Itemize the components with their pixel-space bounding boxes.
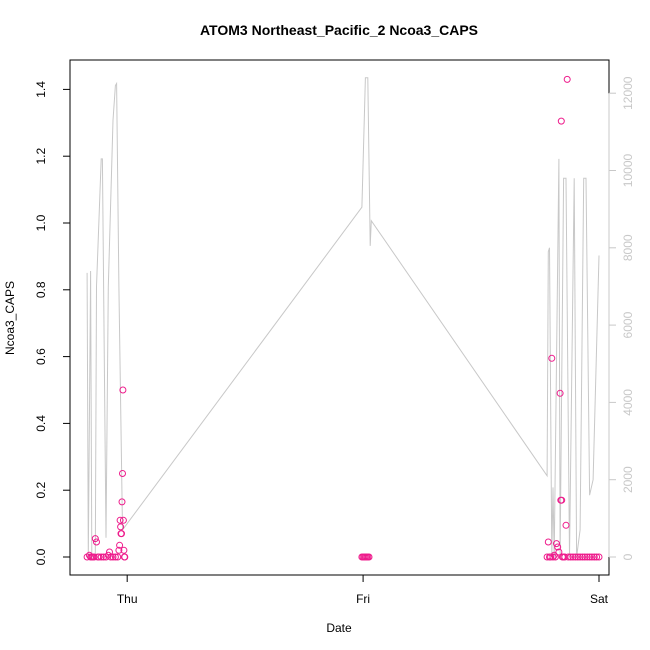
y-tick-label: 0.0 [34, 548, 48, 565]
y-axis-right: 0 2000 4000 6000 8000 10000 12000 [608, 76, 635, 560]
y-right-tick-label: 12000 [621, 76, 635, 110]
y-right-tick-label: 6000 [621, 311, 635, 338]
data-point [107, 553, 115, 561]
data-point [579, 553, 586, 561]
data-point [365, 553, 373, 561]
data-point [588, 553, 596, 561]
data-point [100, 553, 108, 561]
y-tick-label: 0.2 [34, 482, 48, 499]
data-point [593, 553, 601, 561]
data-point [556, 389, 564, 397]
y-axis-label: Ncoa3_CAPS [3, 281, 17, 355]
data-point [576, 553, 584, 561]
data-point [119, 470, 126, 477]
y-tick-label: 0.4 [34, 415, 48, 432]
data-point [574, 553, 582, 561]
y-tick-label: 1.2 [34, 148, 48, 165]
data-point [119, 516, 127, 524]
y-right-tick-label: 8000 [621, 234, 635, 261]
data-point [90, 553, 98, 561]
y-tick-label: 0.8 [34, 281, 48, 298]
x-axis-label: Date [326, 621, 352, 635]
data-point [563, 75, 571, 83]
data-point [118, 530, 125, 538]
data-point [109, 553, 117, 561]
y-right-tick-label: 2000 [621, 466, 635, 493]
data-point [114, 553, 122, 561]
y-tick-label: 0.6 [34, 348, 48, 365]
data-point [557, 117, 565, 125]
y-tick-label: 1.4 [34, 81, 48, 98]
data-point [111, 553, 119, 561]
data-point [97, 553, 105, 561]
data-points [83, 75, 603, 561]
series-line-path [86, 77, 600, 558]
plot-frame [69, 59, 610, 576]
data-point [550, 551, 558, 559]
data-point [553, 540, 560, 548]
data-point [120, 546, 128, 554]
data-point [586, 553, 594, 561]
data-point [116, 516, 124, 524]
data-point [555, 548, 563, 556]
data-point [121, 553, 129, 561]
data-point [571, 553, 579, 561]
x-tick-label: Sat [590, 592, 609, 606]
data-point [595, 553, 603, 561]
x-tick-label: Fri [356, 592, 370, 606]
y-tick-label: 1.0 [34, 214, 48, 231]
y-right-tick-label: 10000 [621, 153, 635, 187]
data-point [93, 538, 100, 546]
data-point [590, 553, 598, 561]
data-point [118, 498, 126, 506]
data-point [581, 553, 589, 561]
data-point [569, 553, 577, 561]
data-point [549, 553, 557, 561]
y-axis-left: 0.0 0.2 0.4 0.6 0.8 1.0 1.2 1.4 [34, 81, 71, 565]
data-point [116, 541, 124, 549]
data-point [554, 543, 562, 551]
x-axis: Thu Fri Sat [117, 574, 609, 606]
data-point [548, 354, 556, 362]
data-point [91, 535, 99, 543]
data-point [564, 553, 572, 561]
data-point [551, 553, 559, 561]
data-point [547, 553, 555, 561]
data-point [558, 496, 566, 504]
x-tick-label: Thu [117, 592, 138, 606]
data-point [567, 553, 575, 561]
data-point [119, 386, 127, 394]
data-point [115, 546, 123, 554]
data-point [117, 523, 125, 531]
y-right-tick-label: 0 [621, 553, 635, 560]
data-point [106, 548, 113, 556]
chart-title: ATOM3 Northeast_Pacific_2 Ncoa3_CAPS [200, 22, 478, 38]
data-point [544, 538, 552, 546]
data-point [562, 521, 570, 529]
data-point [583, 553, 591, 561]
secondary-line-series [86, 77, 600, 558]
data-point [95, 553, 103, 561]
y-right-tick-label: 4000 [621, 389, 635, 416]
